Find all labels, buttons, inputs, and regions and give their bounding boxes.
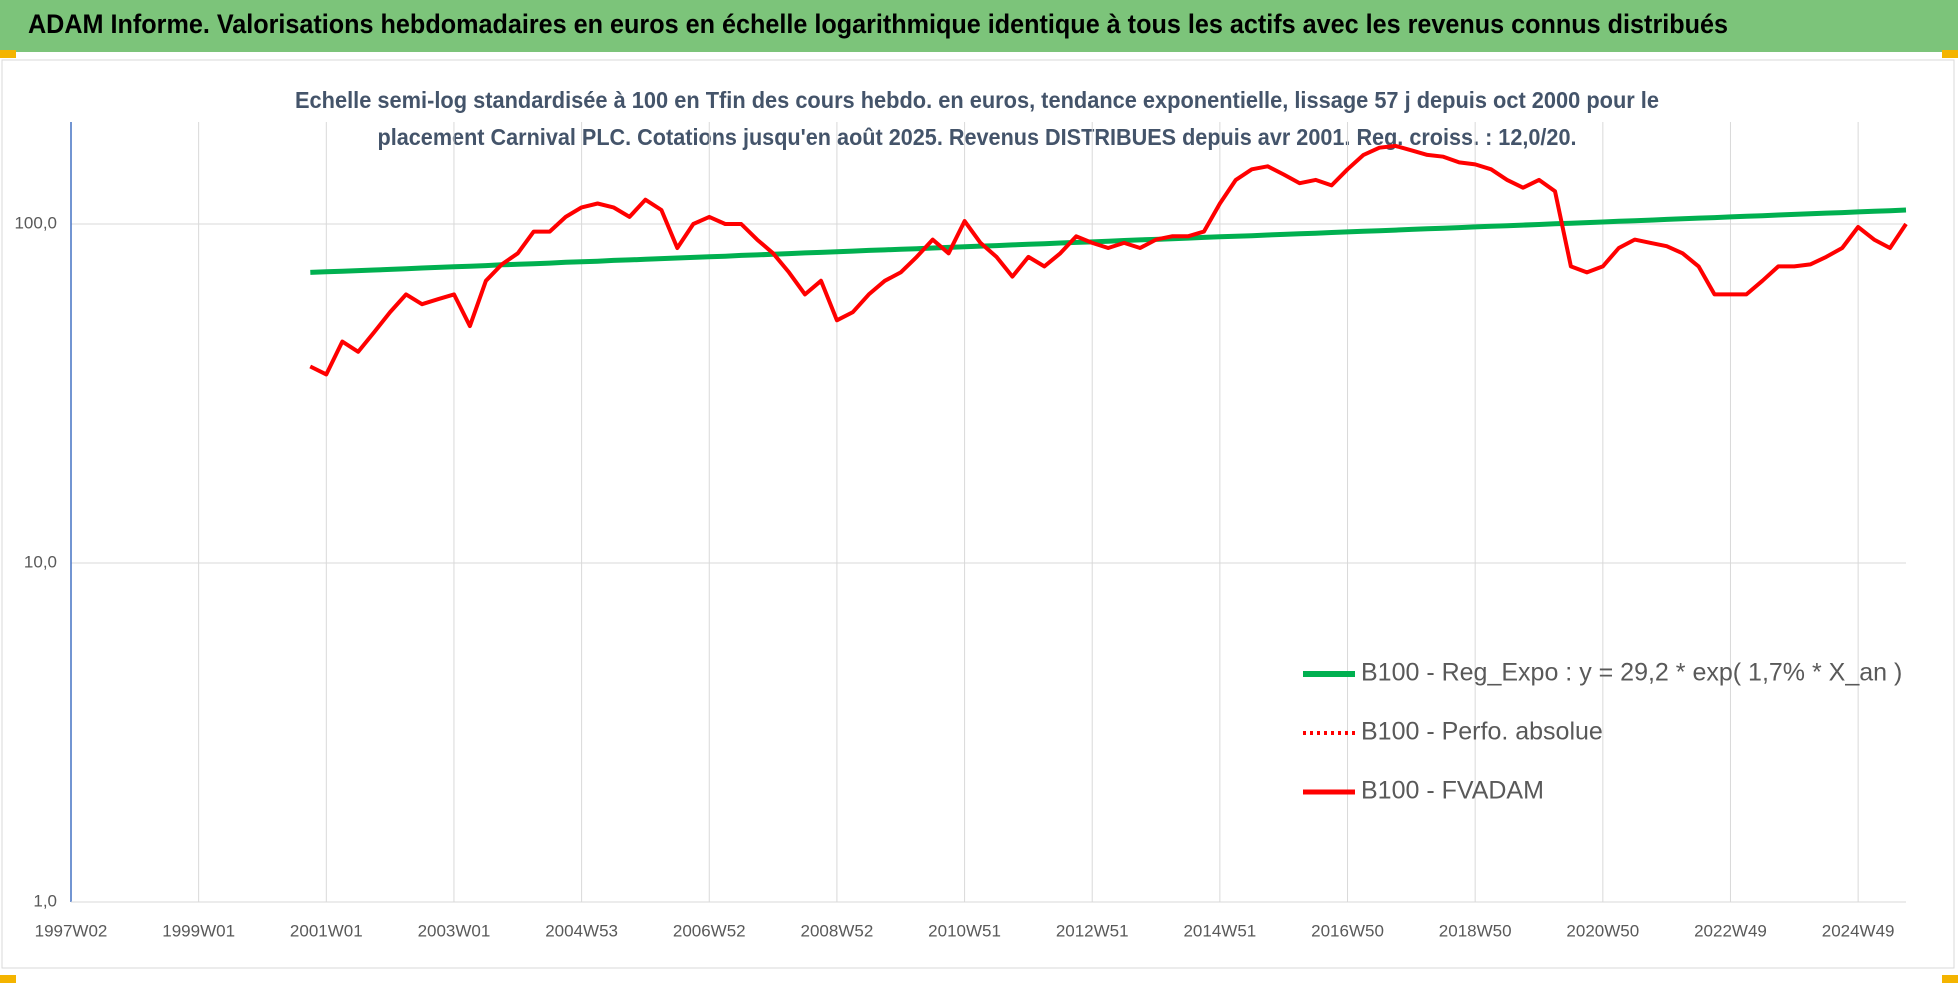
x-tick-label: 2001W01	[290, 921, 363, 940]
series-line	[310, 207, 1907, 275]
x-tick-label: 1997W02	[35, 921, 108, 940]
header-title: ADAM Informe. Valorisations hebdomadaire…	[28, 9, 1728, 39]
x-tick-label: 2018W50	[1439, 921, 1512, 940]
y-tick-label: 100,0	[14, 214, 57, 233]
x-tick-label: 2022W49	[1694, 921, 1767, 940]
legend-label: B100 - Reg_Expo : y = 29,2 * exp( 1,7% *…	[1361, 659, 1902, 687]
chart-subtitle: Echelle semi-log standardisée à 100 en T…	[295, 87, 1659, 113]
x-tick-label: 1999W01	[162, 921, 235, 940]
header-bar	[0, 0, 1958, 52]
y-tick-label: 10,0	[24, 553, 57, 572]
x-tick-label: 2004W53	[545, 921, 618, 940]
corner	[1942, 975, 1958, 983]
y-tick-label: 1,0	[33, 891, 57, 910]
chart-frame	[1, 59, 1955, 969]
x-tick-label: 2020W50	[1566, 921, 1639, 940]
corner	[0, 50, 16, 58]
legend-label: B100 - Perfo. absolue	[1361, 718, 1603, 746]
x-tick-label: 2016W50	[1311, 921, 1384, 940]
x-tick-label: 2010W51	[928, 921, 1001, 940]
x-tick-label: 2003W01	[418, 921, 491, 940]
legend-label: B100 - FVADAM	[1361, 777, 1544, 805]
chart-subtitle: placement Carnival PLC. Cotations jusqu'…	[378, 124, 1577, 150]
x-tick-label: 2024W49	[1822, 921, 1895, 940]
x-tick-label: 2006W52	[673, 921, 746, 940]
corner	[0, 975, 16, 983]
x-tick-label: 2008W52	[801, 921, 874, 940]
x-tick-label: 2014W51	[1183, 921, 1256, 940]
x-tick-label: 2012W51	[1056, 921, 1129, 940]
series-line	[309, 143, 1908, 377]
corner	[1942, 50, 1958, 58]
